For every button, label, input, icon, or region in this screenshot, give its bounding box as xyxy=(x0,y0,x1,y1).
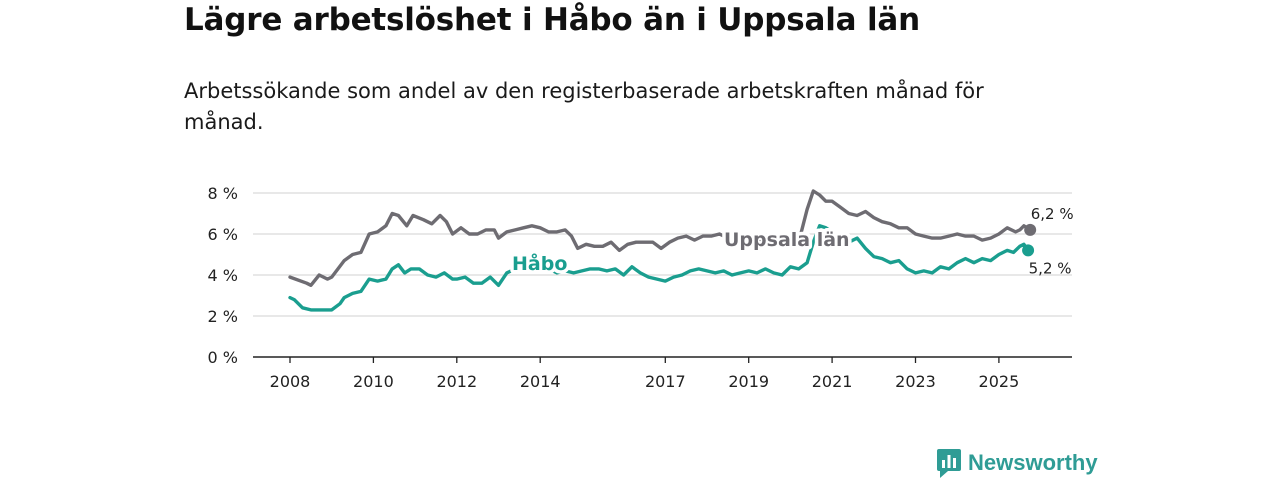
line-chart: 0 % 2 % 4 % 6 % 8 % 2008 2010 2012 2014 2017 2019… xyxy=(208,184,1074,391)
series-end-point xyxy=(1022,244,1035,257)
x-tick-label: 2008 xyxy=(270,372,311,391)
x-tick-label: 2021 xyxy=(812,372,853,391)
x-tick-label: 2014 xyxy=(520,372,561,391)
series-line-uppsala-lan xyxy=(288,189,1032,287)
x-axis: 2008 2010 2012 2014 2017 2019 2021 2023 2025 xyxy=(253,356,1072,391)
x-tick-label: 2019 xyxy=(728,372,769,391)
newsworthy-logo: Newsworthy xyxy=(936,448,1098,478)
grid-lines xyxy=(253,192,1072,317)
chart-subtitle: Arbetssökande som andel av den registerb… xyxy=(184,79,984,134)
y-axis-labels: 0 % 2 % 4 % 6 % 8 % xyxy=(208,184,238,367)
end-value-uppsala-lan: 6,2 % xyxy=(1031,205,1074,223)
series-label-habo: Håbo xyxy=(512,251,567,275)
bar-chart-icon xyxy=(937,449,961,478)
chart-title: Lägre arbetslöshet i Håbo än i Uppsala l… xyxy=(184,2,920,38)
series-line-habo xyxy=(288,224,1030,312)
series-label-uppsala-lan: Uppsala län xyxy=(724,229,850,251)
end-value-habo: 5,2 % xyxy=(1029,259,1072,277)
x-tick-label: 2025 xyxy=(979,372,1020,391)
y-tick-label: 2 % xyxy=(208,307,238,326)
series-end-point xyxy=(1024,223,1037,236)
x-tick-label: 2017 xyxy=(645,372,686,391)
x-tick-label: 2012 xyxy=(436,372,477,391)
brand-name: Newsworthy xyxy=(968,450,1098,475)
y-tick-label: 4 % xyxy=(208,266,238,285)
x-tick-label: 2023 xyxy=(895,372,936,391)
y-tick-label: 8 % xyxy=(208,184,238,203)
series-labels: Uppsala län Håbo 6,2 % 5,2 % xyxy=(509,205,1074,279)
series-lines xyxy=(288,189,1037,312)
y-tick-label: 0 % xyxy=(208,348,238,367)
x-tick-label: 2010 xyxy=(353,372,394,391)
y-tick-label: 6 % xyxy=(208,225,238,244)
